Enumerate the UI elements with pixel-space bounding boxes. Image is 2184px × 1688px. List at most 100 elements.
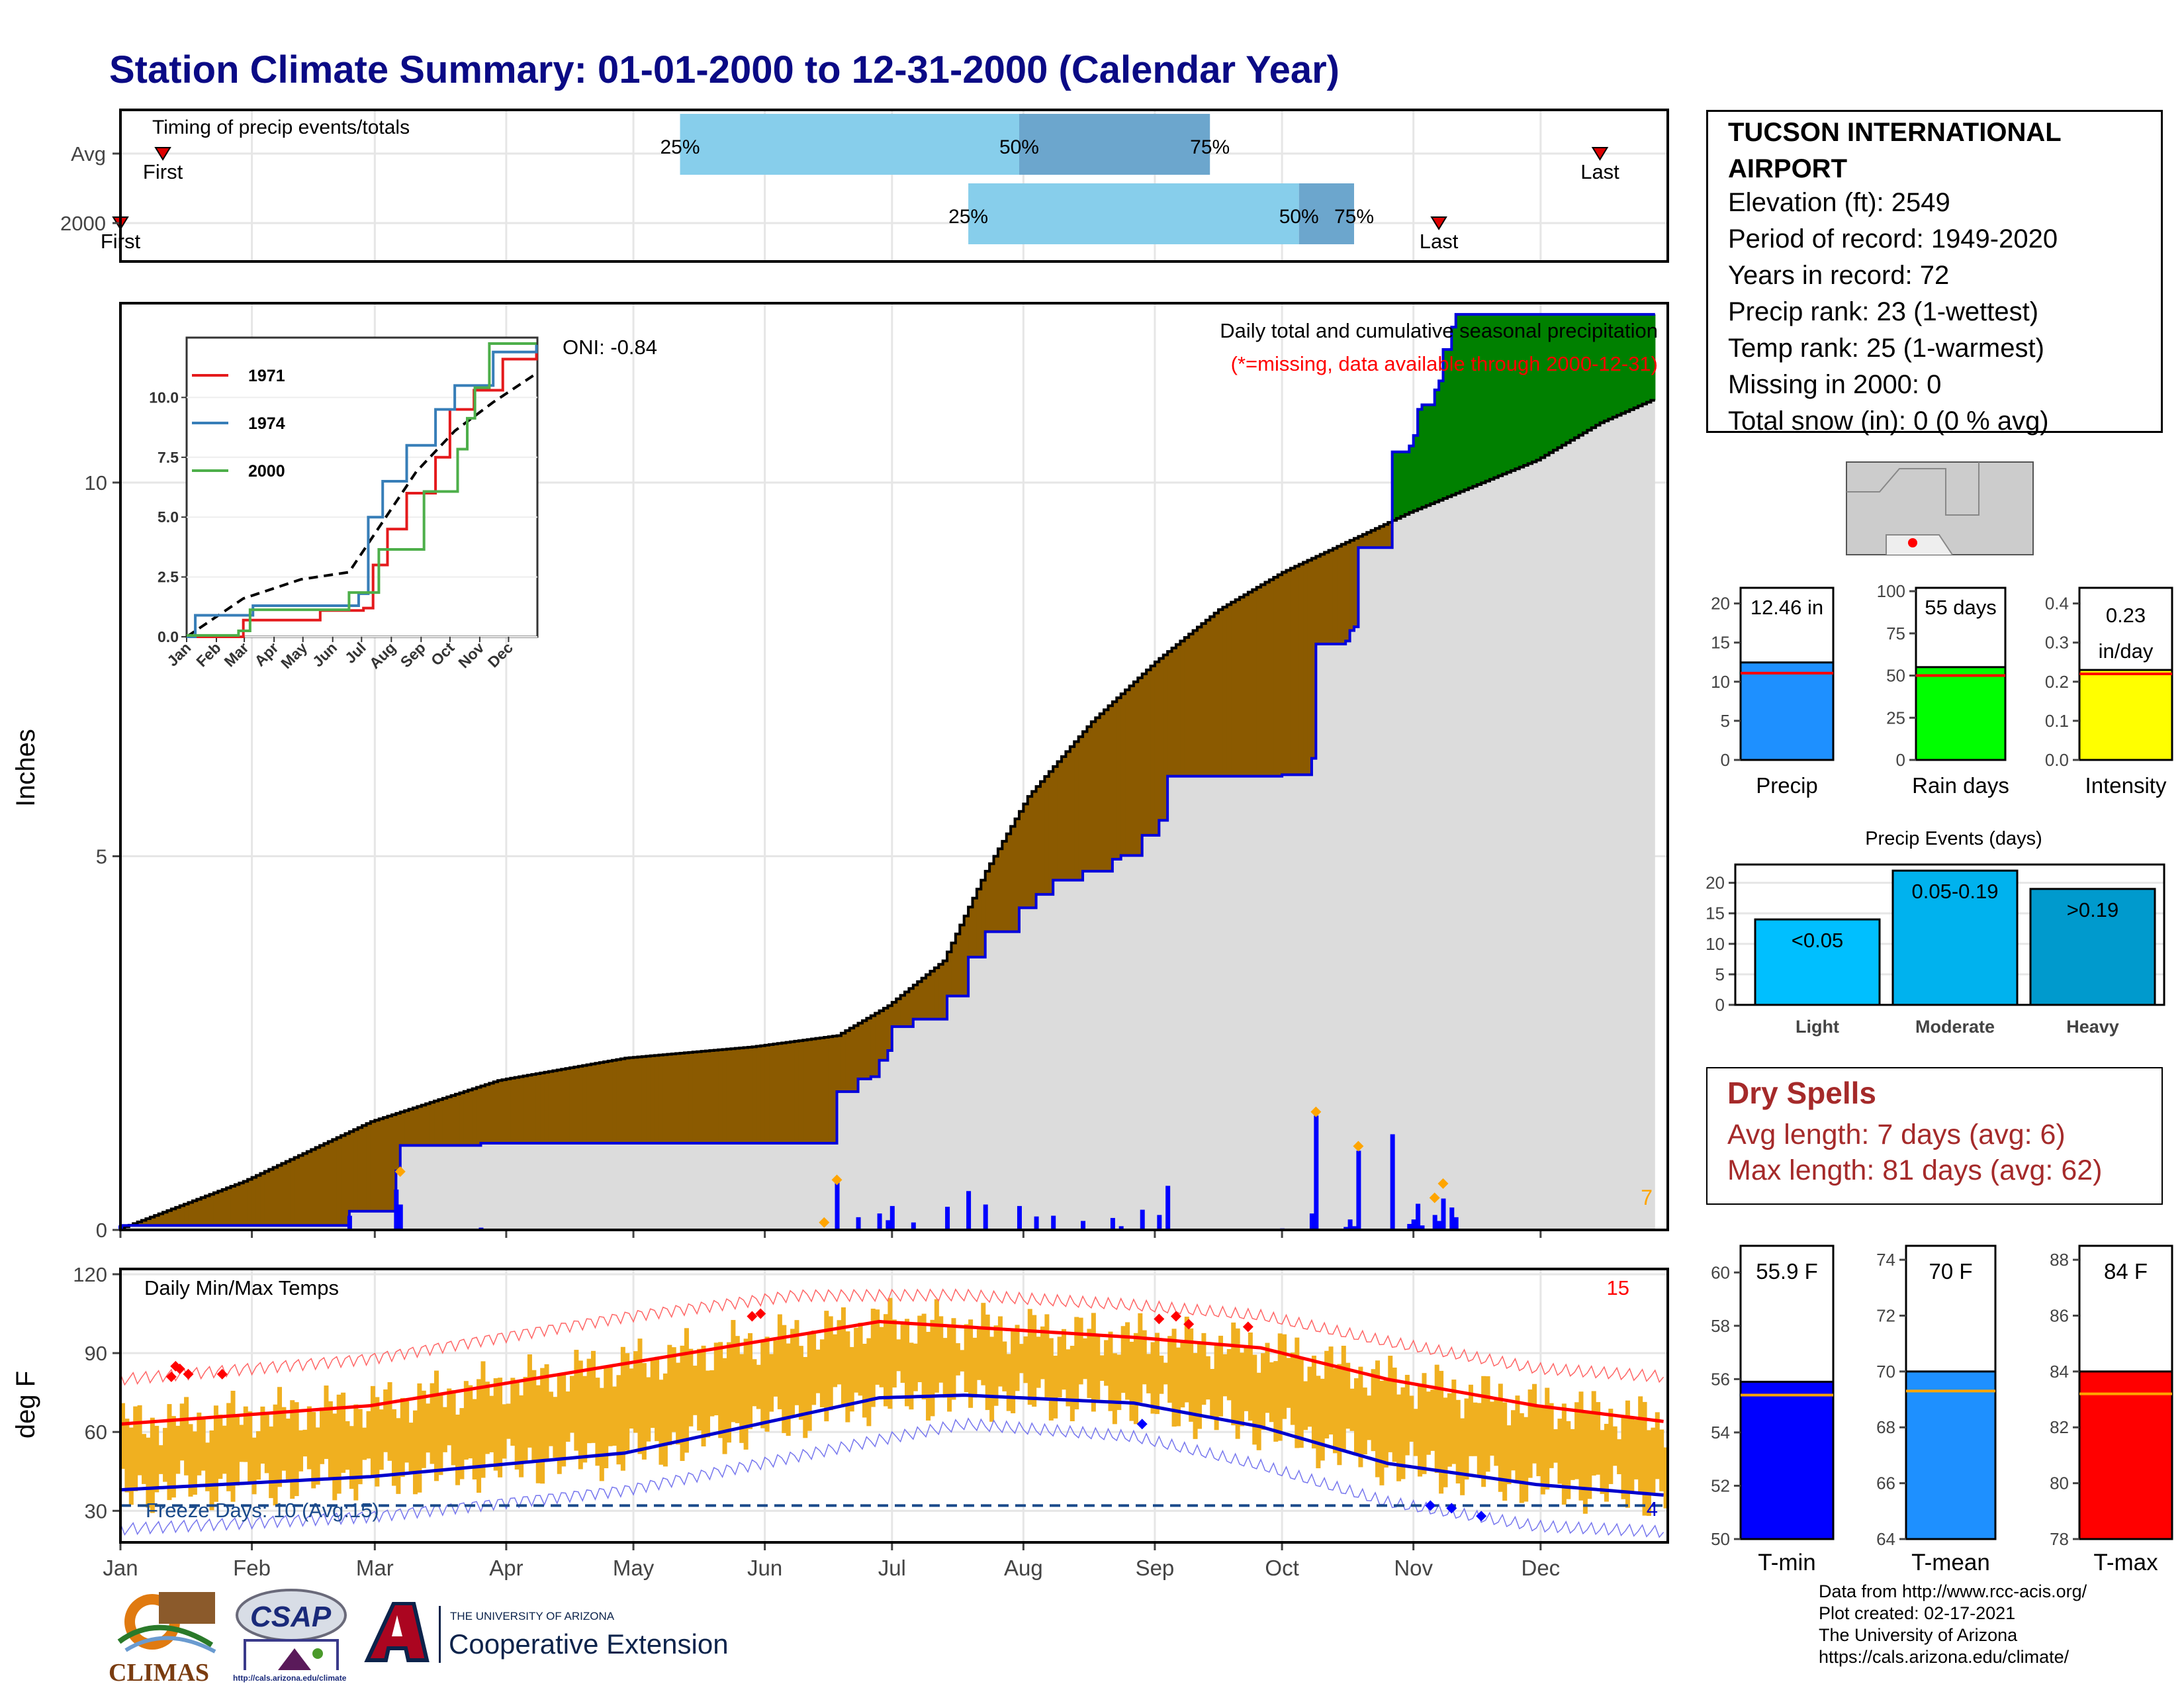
daily-temp-bar: [1659, 1429, 1664, 1491]
dry-spells-title: Dry Spells: [1727, 1076, 1876, 1110]
daily-temp-bar: [273, 1404, 278, 1506]
precip-deficit-area: [514, 1077, 520, 1144]
precip-deficit-area: [412, 1107, 418, 1146]
daily-temp-bar: [1451, 1380, 1457, 1464]
daily-precip-bar: [1118, 1226, 1124, 1230]
daily-temp-bar: [1600, 1430, 1605, 1494]
precip-deficit-area: [578, 1066, 583, 1144]
daily-temp-bar: [1083, 1338, 1088, 1380]
daily-temp-bar: [1078, 1317, 1083, 1385]
daily-temp-bar: [819, 1339, 825, 1408]
record-low-marker: [1136, 1419, 1148, 1430]
daily-temp-bar: [1159, 1355, 1164, 1394]
precip-deficit-area: [688, 1052, 694, 1144]
precip-surplus-area: [1430, 404, 1435, 504]
precip-deficit-area: [544, 1072, 549, 1144]
daily-temp-bar: [824, 1311, 829, 1422]
daily-temp-bar: [404, 1401, 410, 1463]
daily-temp-bar: [612, 1386, 617, 1446]
precip-surplus-area: [1574, 314, 1580, 438]
precip-deficit-area: [794, 1041, 799, 1144]
precip-deficit-area: [887, 1006, 893, 1051]
daily-precip-bar: [1140, 1209, 1145, 1230]
daily-temp-bar: [438, 1395, 443, 1476]
daily-record-marker: [394, 1166, 406, 1177]
daily-temp-bar: [866, 1338, 872, 1427]
daily-temp-bar: [430, 1383, 435, 1464]
timing-p50-label: 50%: [999, 136, 1039, 158]
daily-temp-bar: [239, 1425, 244, 1462]
daily-temp-bar: [811, 1330, 817, 1405]
daily-temp-bar: [1371, 1369, 1376, 1452]
inset-y-tick-label: 7.5: [158, 449, 179, 466]
daily-temp-bar: [989, 1336, 995, 1422]
precip-deficit-area: [739, 1048, 745, 1144]
precip-deficit-area: [179, 1205, 185, 1226]
precip-deficit-area: [137, 1221, 142, 1226]
precip-deficit-area: [909, 988, 914, 1027]
precip-deficit-area: [841, 1033, 846, 1092]
precip-deficit-area: [997, 849, 1003, 932]
daily-temp-bar: [1409, 1395, 1414, 1442]
daily-temp-bar: [709, 1370, 715, 1417]
daily-temp-bar: [1400, 1387, 1406, 1479]
daily-temp-bar: [828, 1316, 833, 1411]
precip-deficit-area: [1307, 560, 1312, 775]
precip-deficit-area: [565, 1068, 570, 1144]
daily-temp-bar: [1358, 1366, 1363, 1468]
daily-temp-bar: [506, 1403, 511, 1439]
precip-deficit-area: [421, 1105, 426, 1146]
precip-deficit-area: [1222, 607, 1228, 776]
precip-stat-tick-label: 100: [1877, 581, 1905, 601]
daily-temp-bar: [1142, 1330, 1147, 1385]
inset-y-tick-label: 2.5: [158, 569, 179, 586]
record-low-marker: [1446, 1503, 1457, 1514]
precip-events-category: Heavy: [2066, 1017, 2119, 1037]
daily-temp-bar: [972, 1337, 978, 1398]
csap-text: CSAP: [250, 1601, 332, 1633]
precip-deficit-area: [519, 1076, 524, 1144]
precip-deficit-area: [273, 1167, 278, 1226]
temp-stat-bar: [1739, 1380, 1835, 1540]
daily-temp-bar: [782, 1325, 787, 1433]
daily-temp-bar: [1175, 1347, 1181, 1427]
daily-temp-bar: [1582, 1412, 1588, 1514]
daily-temp-bar: [688, 1348, 694, 1427]
precip-surplus-area: [1498, 314, 1503, 476]
daily-temp-bar: [837, 1320, 842, 1385]
daily-temp-bar: [1396, 1394, 1402, 1481]
precip-surplus-area: [1553, 314, 1559, 451]
daily-temp-bar: [1549, 1403, 1554, 1468]
daily-temp-bar: [1587, 1411, 1592, 1499]
precip-surplus-area: [1418, 409, 1423, 509]
daily-temp-bar: [1316, 1376, 1321, 1469]
temp-stat-tick-label: 66: [1876, 1474, 1895, 1493]
precip-deficit-area: [599, 1062, 604, 1144]
daily-temp-bar: [659, 1380, 664, 1465]
precip-deficit-area: [154, 1215, 159, 1226]
daily-temp-bar: [692, 1366, 698, 1415]
precip-deficit-area: [1002, 841, 1007, 932]
daily-temp-bar: [815, 1349, 821, 1393]
daily-temp-bar: [578, 1360, 583, 1470]
precip-subtitle: (*=missing, data available through 2000-…: [1231, 352, 1658, 375]
timing-last-label: Last: [1420, 230, 1459, 253]
precip-deficit-area: [548, 1071, 553, 1144]
temp-stat-tick-label: 58: [1711, 1316, 1730, 1336]
precip-surplus-area: [1434, 389, 1439, 502]
precip-deficit-area: [1332, 548, 1338, 644]
precip-stat-tick-label: 0.0: [2045, 750, 2069, 770]
precip-deficit-area: [1290, 568, 1295, 775]
precip-deficit-area: [1345, 542, 1351, 641]
daily-temp-bar: [1019, 1344, 1024, 1374]
precip-surplus-area: [1481, 314, 1486, 483]
inset-legend-label: 1971: [248, 367, 285, 385]
daily-temp-bar: [557, 1373, 562, 1474]
daily-temp-bar: [188, 1424, 193, 1497]
timing-last-marker: [1430, 216, 1447, 230]
daily-record-marker: [819, 1217, 830, 1228]
precip-deficit-area: [951, 943, 956, 996]
precip-deficit-area: [731, 1049, 736, 1144]
precip-deficit-area: [955, 933, 960, 996]
temp-y-tick-label: 90: [85, 1342, 107, 1365]
